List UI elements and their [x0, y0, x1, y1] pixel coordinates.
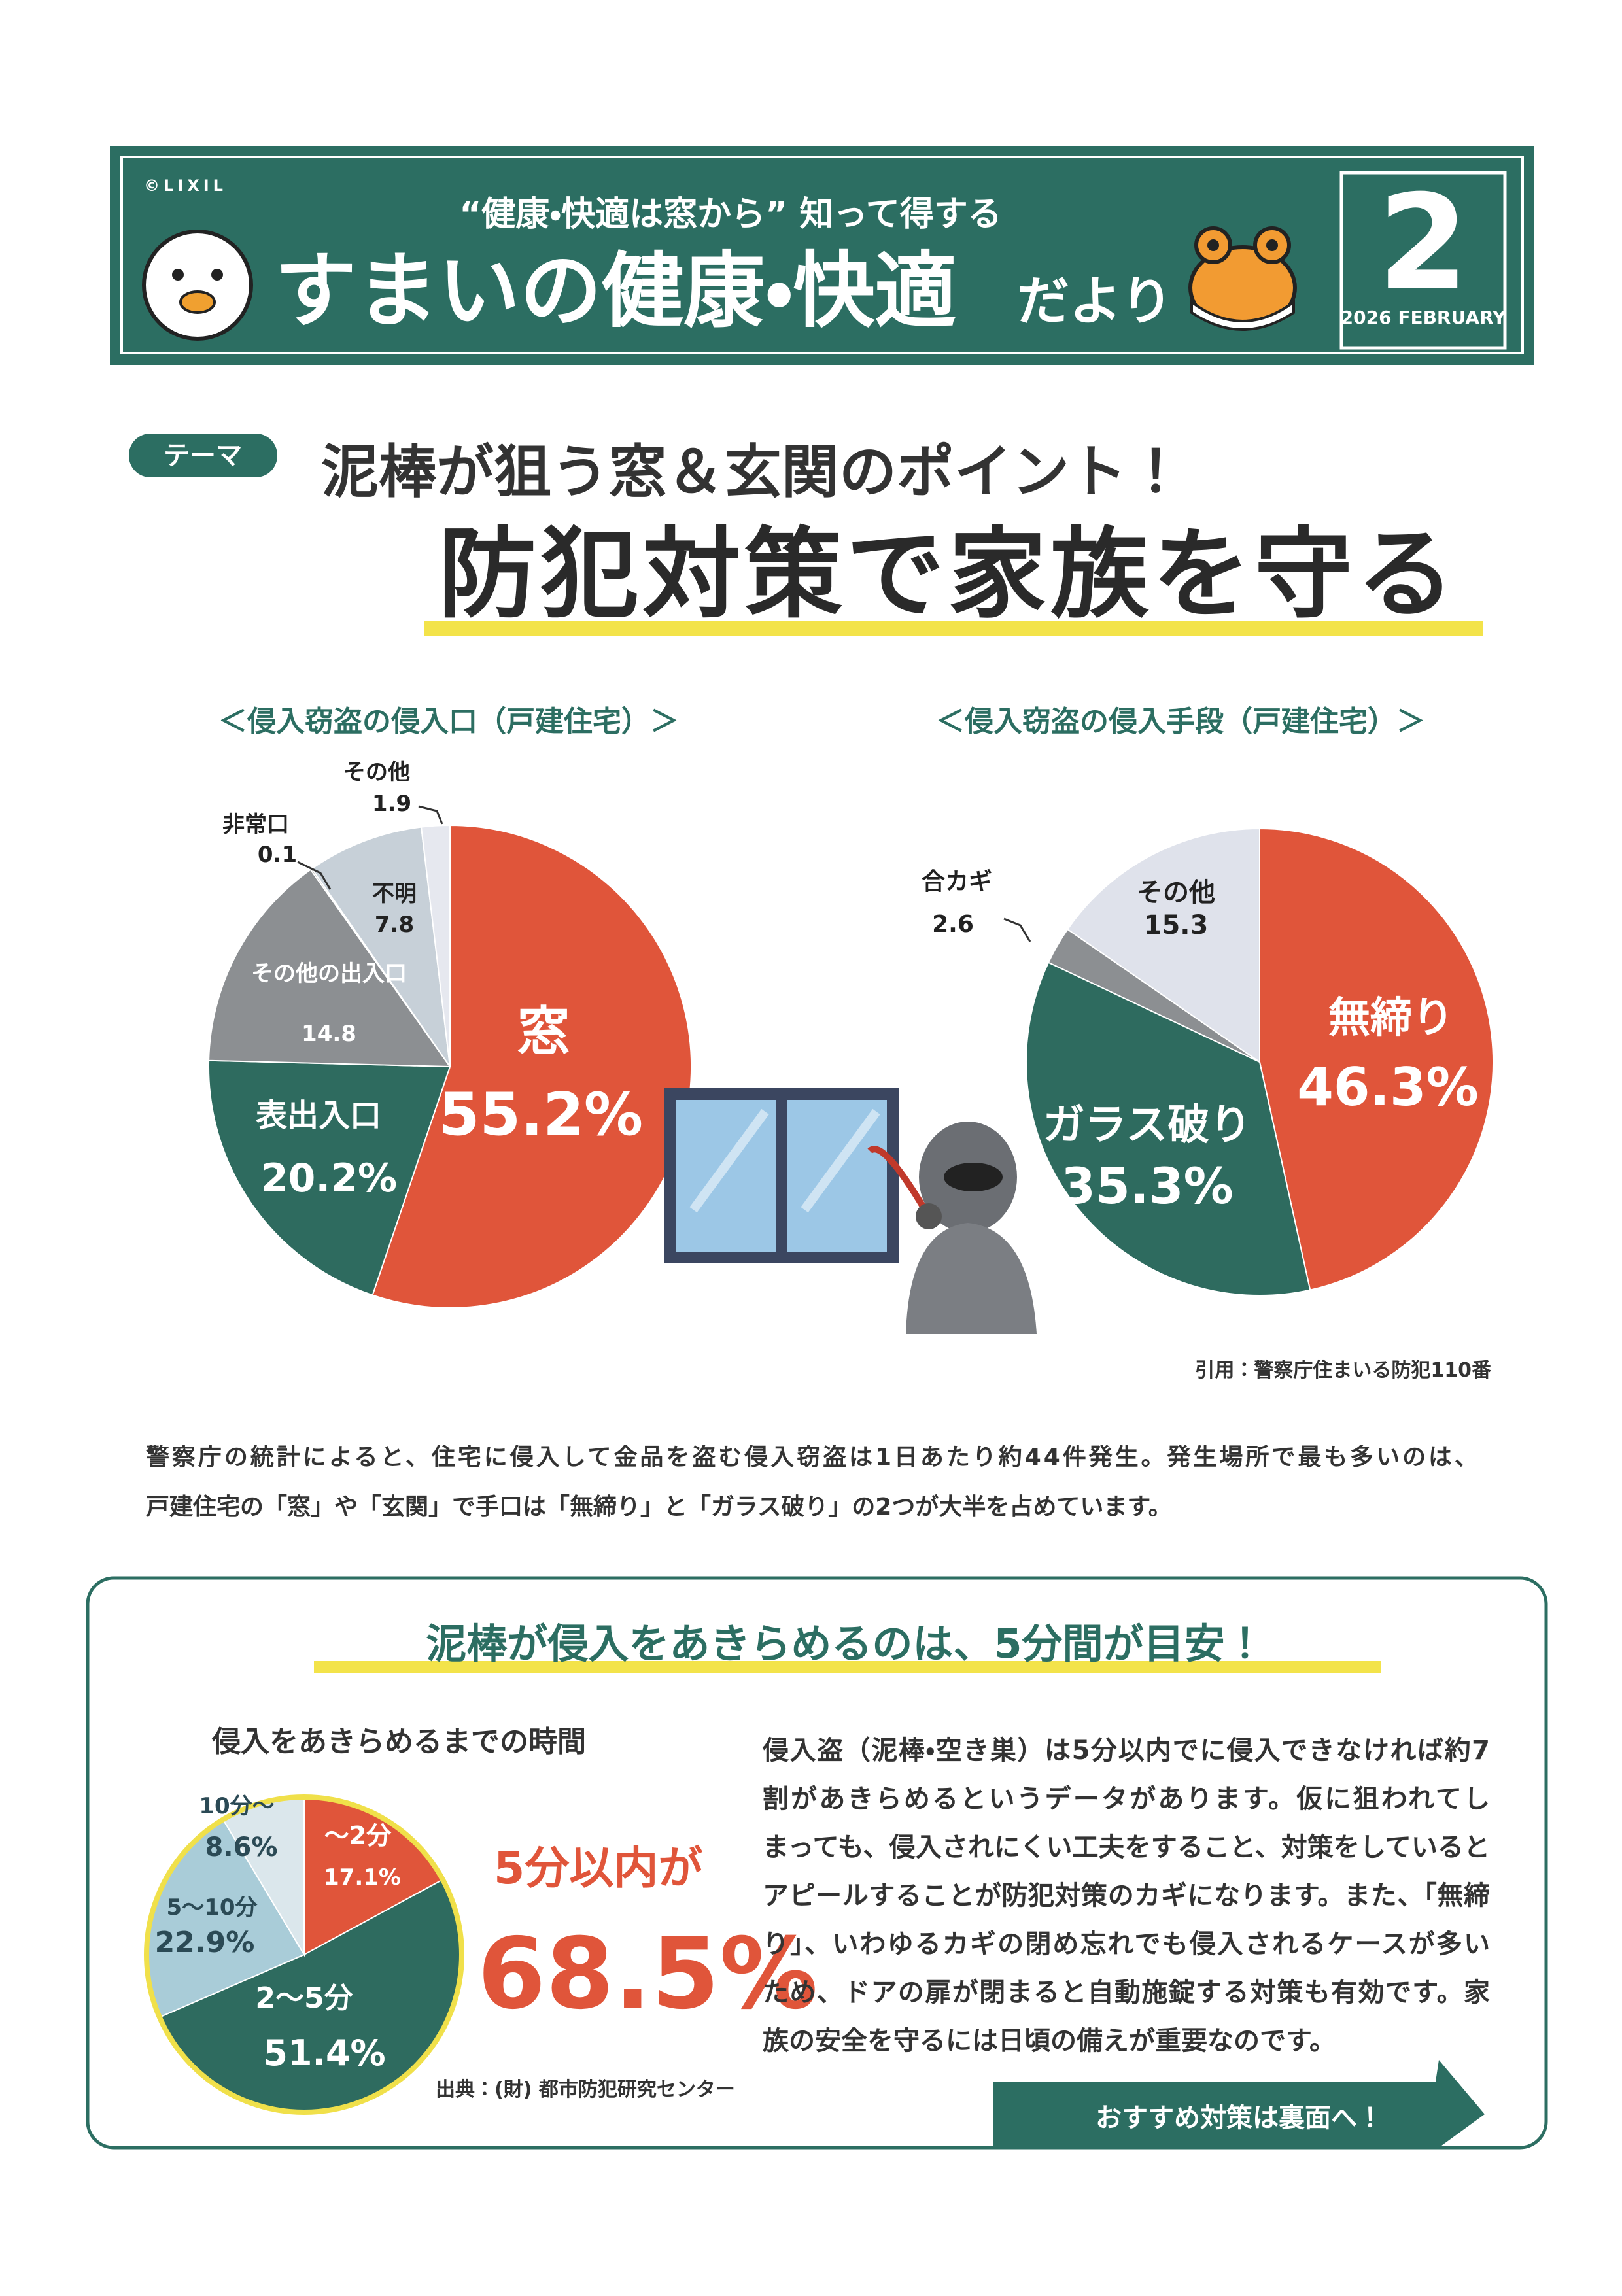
- slice-label: 窓: [517, 1001, 570, 1062]
- slice-label: その他: [1137, 878, 1215, 908]
- slice-label: 表出入口: [255, 1097, 381, 1134]
- slice-label: その他の出入口: [251, 961, 407, 987]
- slice-label: 非常口: [222, 812, 289, 838]
- body-text: 戸建住宅の「窓」や「玄関」で手口は「無締り」と「ガラス破り」の2つが大半を占めて…: [146, 1494, 1172, 1520]
- slice-value-label: 17.1%: [324, 1864, 401, 1891]
- footer-button-text: おすすめ対策は裏面へ！: [1096, 2103, 1383, 2133]
- header-border: [120, 156, 1524, 354]
- header-band: [110, 146, 1534, 365]
- slice-value-label: 35.3%: [1061, 1157, 1234, 1215]
- paragraph-line: 侵入盗（泥棒・空き巣）は5分以内でに侵入できなければ約7: [762, 1736, 1490, 1766]
- slice-value-label: 22.9%: [155, 1926, 255, 1959]
- pie-charts: 窓 55.2% 表出入口 20.2% その他の出入口 14.8 非常口 0.1 不明 7.8 その他…: [144, 759, 1494, 2115]
- slice-value-label: 8.6%: [205, 1832, 278, 1862]
- paragraph-line: 割があきらめるというデータがあります。仮に狙われてし: [763, 1784, 1490, 1814]
- footer-button: [993, 2060, 1485, 2148]
- chart-title: ＜侵入窃盗の侵入口（戸建住宅）＞: [218, 705, 679, 738]
- pie-slice: [208, 1059, 451, 1296]
- pie-slice: [1066, 827, 1260, 1063]
- title-suffix: だより: [1017, 271, 1173, 332]
- chart-title: ＜侵入窃盗の侵入手段（戸建住宅）＞: [936, 705, 1425, 738]
- pie-slice: [1259, 827, 1494, 1291]
- theme-title: 防犯対策で家族を守る: [438, 518, 1458, 632]
- theme-badge-text: テーマ: [164, 441, 242, 471]
- slice-value-label: 46.3%: [1297, 1057, 1479, 1118]
- slice-label: 合カギ: [922, 868, 992, 895]
- callout-value: 68.5%: [477, 1917, 818, 2031]
- slice-label: 不明: [372, 881, 417, 907]
- tagline: “健康・快適は窓から” 知って得する: [459, 195, 1002, 234]
- slice-value-label: 7.8: [375, 912, 414, 938]
- slice-value-label: 51.4%: [263, 2032, 385, 2074]
- slice-value-label: 1.9: [372, 791, 411, 817]
- title-main: すまいの健康・快適: [275, 244, 957, 339]
- chick-icon: [142, 230, 253, 341]
- callout-text: 5分以内が: [494, 1843, 702, 1894]
- pie-outline: [144, 1794, 464, 2115]
- issue-date: 2026 FEBRUARY: [1341, 307, 1506, 328]
- slice-label: ガラス破り: [1043, 1101, 1252, 1150]
- copyright: ©LIXIL: [144, 177, 227, 195]
- box-paragraph: 侵入盗（泥棒・空き巣）は5分以内でに侵入できなければ約7 割があきらめるというデー…: [762, 1736, 1490, 2056]
- theme-badge: [129, 434, 277, 477]
- slice-value-label: 2.6: [932, 911, 974, 938]
- heading-underline: [314, 1661, 1381, 1673]
- pie-slice: [1025, 961, 1311, 1296]
- slice-label: 5～10分: [167, 1894, 258, 1921]
- paragraph-line: 族の安全を守るには日頃の備えが重要なのです。: [763, 2026, 1336, 2056]
- pie-slice: [208, 868, 451, 1068]
- theme-subtitle: 泥棒が狙う窓＆玄関のポイント！: [321, 438, 1184, 505]
- paragraph-line: り」、いわゆるカギの閉め忘れでも侵入されるケースが多い: [763, 1929, 1490, 1959]
- issue-box: [1339, 171, 1507, 350]
- box-heading: 泥棒が侵入をあきらめるのは、5分間が目安！: [426, 1620, 1265, 1668]
- slice-value-label: 55.2%: [439, 1080, 643, 1149]
- slice-label: その他: [343, 759, 410, 785]
- pie-chart: 窓 55.2% 表出入口 20.2% その他の出入口 14.8 非常口 0.1 不明 7.8 その他…: [208, 759, 692, 1309]
- slice-value-label: 15.3: [1144, 910, 1209, 940]
- chart-title: 侵入をあきらめるまでの時間: [211, 1725, 586, 1758]
- body-text: 警察庁の統計によると、住宅に侵入して金品を盗む侵入窃盗は1日あたり約44件発生。…: [146, 1444, 1478, 1471]
- slice-label: 10分～: [199, 1793, 274, 1819]
- slice-label: 2～5分: [255, 1981, 353, 2015]
- paragraph-line: ため、ドアの扉が閉まると自動施錠する対策も有効です。家: [763, 1978, 1490, 2008]
- paragraph-line: まっても、侵入されにくい工夫をすること、対策をしていると: [763, 1832, 1490, 1862]
- burglar-illustration: [664, 1088, 1037, 1334]
- slice-label: ～2分: [324, 1821, 392, 1850]
- slice-label: 無締り: [1328, 994, 1454, 1042]
- chart-source: 出典：(財) 都市防犯研究センター: [436, 2078, 735, 2101]
- frog-icon: [1188, 226, 1297, 331]
- title-underline: [424, 621, 1483, 636]
- leader-lines: [297, 805, 1031, 942]
- paragraph-line: アピールすることが防犯対策のカギになります。また、「無締: [763, 1881, 1490, 1911]
- pie-chart: ～2分 17.1% 2～5分 51.4% 5～10分 22.9% 10分～ 8.6%: [144, 1793, 464, 2115]
- slice-value-label: 20.2%: [261, 1156, 397, 1201]
- slice-value-label: 14.8: [302, 1021, 356, 1047]
- pie-slice: [311, 826, 451, 1067]
- source-note: 引用：警察庁住まいる防犯110番: [1195, 1359, 1492, 1382]
- issue-number: 2: [1377, 167, 1468, 319]
- info-box: [86, 1576, 1548, 2150]
- slice-value-label: 0.1: [258, 842, 297, 868]
- pie-slice: [420, 824, 451, 1067]
